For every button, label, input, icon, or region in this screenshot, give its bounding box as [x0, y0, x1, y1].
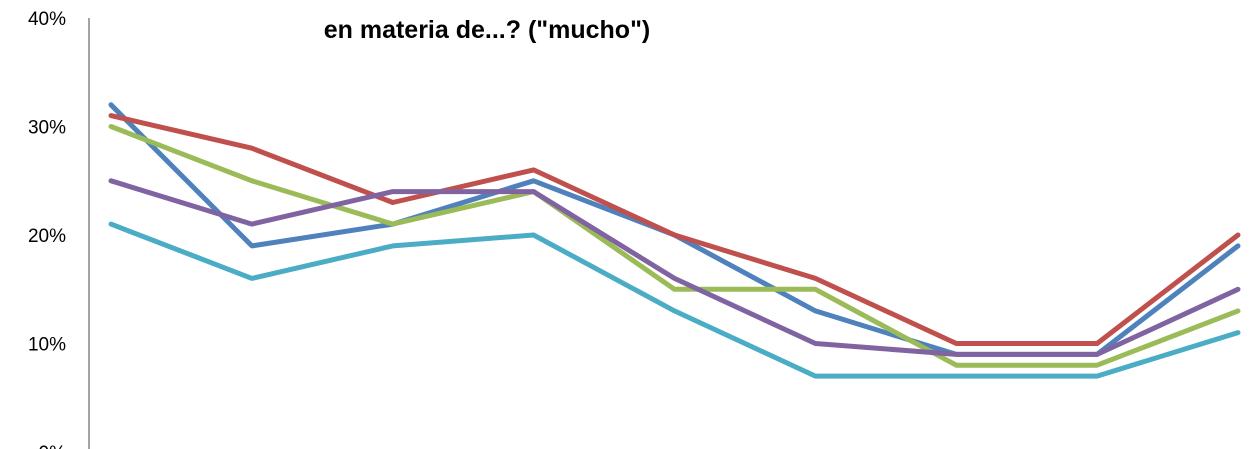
y-tick-label: 0%: [39, 443, 67, 449]
y-axis-ticks: 0% 10% 20% 30% 40%: [28, 9, 66, 449]
y-tick-label: 40%: [28, 9, 66, 30]
y-tick-label: 20%: [28, 226, 66, 247]
series-line-3: [108, 124, 1241, 368]
series-line-1: [108, 102, 1241, 357]
series-line-2: [108, 113, 1241, 346]
y-tick-label: 10%: [28, 335, 66, 356]
series-line-4: [108, 178, 1241, 357]
series-lines: [108, 102, 1241, 379]
series-line-5: [108, 221, 1241, 379]
chart-title: en materia de...? ("mucho"): [324, 16, 651, 44]
y-tick-label: 30%: [28, 118, 66, 139]
